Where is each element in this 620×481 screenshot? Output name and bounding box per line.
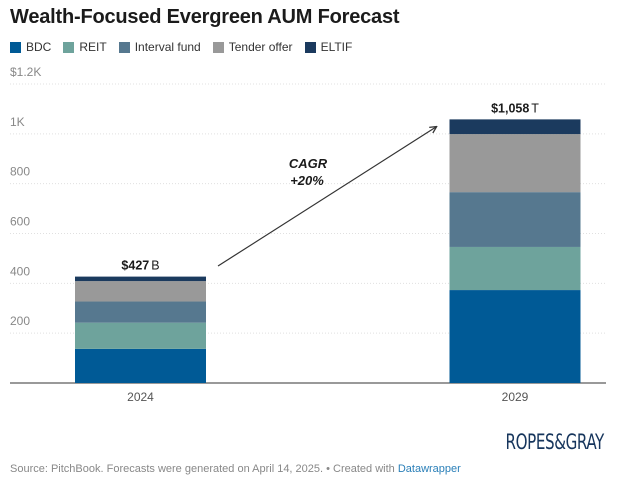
- datawrapper-link[interactable]: Datawrapper: [397, 463, 461, 475]
- total-label-2024: $427 B: [121, 259, 159, 273]
- bar-2029-reit-segment: [449, 246, 581, 291]
- legend: BDC REIT Interval fund Tender offer ELTI…: [10, 40, 352, 54]
- bar-2029-bdc-segment: [449, 290, 581, 383]
- bar-2024-tender-offer-segment: [75, 281, 206, 302]
- legend-item-eltif: ELTIF: [304, 40, 353, 54]
- bars: [75, 119, 581, 383]
- x-tick-label: 2029: [502, 390, 529, 404]
- bar-2024-reit-segment: [75, 322, 206, 349]
- bar-2024-bdc-segment: [75, 348, 206, 383]
- bar-2024-eltif-segment: [75, 276, 206, 282]
- bar-2029-interval-fund-segment: [449, 192, 581, 247]
- footer-text: Source: PitchBook. Forecasts were genera…: [10, 463, 398, 475]
- labels: 200 400 600 800 1K $1.2K 2024 $427 B 2029 $1,058 T: [10, 65, 539, 404]
- y-tick-label: 200: [10, 314, 30, 328]
- total-label-2029: $1,058 T: [491, 101, 539, 115]
- legend-swatch: [304, 41, 316, 53]
- legend-label: Tender offer: [228, 40, 293, 54]
- cagr-value: +20%: [290, 173, 324, 188]
- legend-item-tender-offer: Tender offer: [212, 40, 293, 54]
- footer-source: Source: PitchBook. Forecasts were genera…: [10, 463, 461, 475]
- x-tick-label: 2024: [127, 390, 154, 404]
- y-tick-label: 400: [10, 264, 30, 278]
- bar-2024-interval-fund-segment: [75, 301, 206, 323]
- cagr-arrow: [217, 127, 436, 267]
- legend-item-reit: REIT: [63, 40, 107, 54]
- legend-label: Interval fund: [134, 40, 201, 54]
- legend-label: BDC: [26, 40, 52, 54]
- ropes-gray-logo: ROPES&GRAY: [505, 430, 605, 454]
- legend-swatch: [63, 41, 75, 53]
- y-tick-label: 800: [10, 165, 30, 179]
- legend-label: REIT: [79, 40, 107, 54]
- legend-swatch: [118, 41, 130, 53]
- legend-swatch: [10, 41, 21, 53]
- cagr-label: CAGR: [289, 156, 328, 171]
- legend-label: ELTIF: [320, 40, 353, 54]
- y-tick-label: $1.2K: [10, 65, 41, 79]
- legend-item-bdc: BDC: [10, 40, 51, 54]
- chart-title: Wealth-Focused Evergreen AUM Forecast: [10, 6, 400, 28]
- legend-swatch: [212, 41, 224, 53]
- y-tick-label: 600: [10, 215, 30, 229]
- y-tick-label: 1K: [10, 115, 25, 129]
- bar-2029-eltif-segment: [449, 119, 581, 135]
- legend-item-interval-fund: Interval fund: [118, 40, 201, 54]
- bar-2029-tender-offer-segment: [449, 134, 581, 193]
